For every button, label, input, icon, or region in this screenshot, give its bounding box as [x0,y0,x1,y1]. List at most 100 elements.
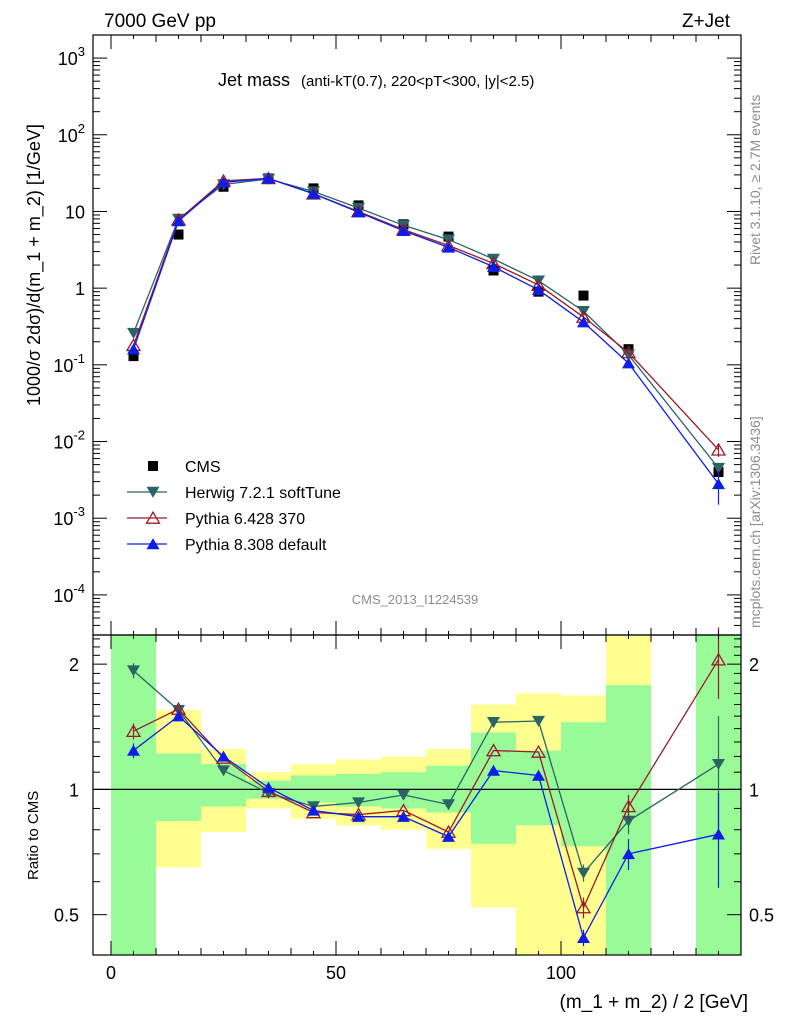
main-point-herwig1 [532,275,545,287]
main-point-cms0 [623,344,634,355]
main-point-pythia3 [442,241,455,253]
main-y-tick-label: 10 [65,202,85,222]
main-point-pythia3 [712,478,725,490]
main-y-tick-label-exponent: -2 [73,428,85,443]
chart-title-main: Jet mass [218,70,290,90]
ratio-point-pythia1 [575,900,592,914]
main-y-tick-label-exponent: 2 [78,121,85,136]
ratio-point-pythia2 [487,764,500,776]
ratio-point-pythia2 [532,769,545,781]
main-y-tick-label-base: 10 [53,356,73,376]
ratio-point-pythia1 [485,743,502,757]
main-line-herwig1 [132,178,720,469]
main-line-pythia3 [132,177,720,485]
x-tick-label: 0 [106,963,116,983]
main-y-tick-label-exponent: -4 [73,581,85,596]
legend-marker [146,538,160,550]
x-axis-label: (m_1 + m_2) / 2 [GeV] [560,992,749,1013]
ratio-point-herwig0 [577,867,590,879]
ratio-panel-series [93,627,741,947]
ratio-point-pythia2 [307,804,320,816]
main-point-pythia3 [622,357,635,369]
main-y-tick-label-base: 10 [53,509,73,529]
ratio-y-tick-label-left: 2 [69,655,79,675]
legend-marker [148,461,158,471]
main-point-cms0 [173,229,184,240]
main-y-tick-label-base: 10 [58,49,78,69]
main-line-pythia2 [132,177,719,451]
header-right-label: Z+Jet [682,11,731,32]
ratio-y-tick-label-right: 1 [749,780,759,800]
main-point-herwig1 [712,462,725,474]
x-tick-label: 50 [326,963,346,983]
main-point-pythia3 [532,284,545,296]
ratio-point-pythia1 [530,744,547,758]
ratio-point-pythia1 [125,724,142,738]
main-y-tick-label: 10-1 [53,351,85,376]
ratio-point-herwig0 [397,789,410,801]
legend-label: Pythia 6.428 370 [185,511,305,528]
main-y-tick-label-base: 10 [53,433,73,453]
main-point-pythia3 [352,206,365,218]
main-y-tick-label-base: 10 [58,126,78,146]
ratio-y-tick-label-left: 0.5 [54,906,79,926]
legend-label: Herwig 7.2.1 softTune [185,485,341,502]
main-y-tick-label: 10-2 [53,428,85,453]
main-y-tick-label-base: 10 [53,586,73,606]
legend-label: CMS [185,459,221,476]
ratio-band-green-1 [156,753,201,821]
main-point-pythia3 [127,343,140,355]
ratio-band-green-10 [561,722,606,847]
ratio-frame [92,634,742,956]
main-y-tick-label: 102 [58,121,85,146]
main-point-pythia3 [172,215,185,227]
ratio-y-tick-label-left: 1 [69,780,79,800]
main-point-pythia3 [577,316,590,328]
ratio-point-pythia2 [622,848,635,860]
ratio-point-herwig0 [217,765,230,777]
main-y-tick-label: 1 [75,279,85,299]
header-left-label: 7000 GeV pp [104,11,216,32]
legend-marker [146,486,160,498]
ratio-point-herwig0 [712,758,725,771]
main-y-tick-label: 10-3 [53,504,85,529]
main-y-axis-label: 1000/σ 2dσ)/d(m_1 + m_2) [1/GeV] [24,124,45,406]
main-y-tick-label: 103 [58,44,85,69]
ratio-point-pythia2 [397,810,410,822]
ratio-point-pythia2 [127,744,140,756]
main-y-tick-label-exponent: 3 [78,44,85,59]
ratio-point-herwig0 [487,717,500,729]
legend-marker [145,510,161,524]
main-point-cms0 [578,290,589,301]
main-panel-series [125,171,727,505]
ratio-point-pythia2 [262,781,275,793]
chart-title: Jet mass (anti-kT(0.7), 220<pT<300, |y|<… [218,70,534,90]
main-point-pythia2 [710,442,727,456]
ratio-point-pythia2 [217,750,230,762]
ratio-point-pythia1 [620,799,637,813]
ratio-point-pythia2 [442,830,455,842]
main-y-tick-label-exponent: -1 [73,351,85,366]
ratio-band-green-9 [516,750,561,826]
analysis-id-label: CMS_2013_I1224539 [352,592,479,607]
ratio-point-herwig0 [532,715,545,727]
main-point-herwig1 [487,253,500,265]
main-point-pythia3 [217,176,230,188]
ratio-point-herwig0 [127,665,140,677]
main-point-pythia3 [262,172,275,184]
ratio-point-pythia2 [712,828,725,840]
ratio-uncertainty-bands [111,635,741,955]
ratio-point-herwig0 [352,797,365,809]
main-point-pythia3 [397,224,410,236]
ratio-band-green-8 [471,732,516,844]
main-y-tick-label-exponent: -3 [73,504,85,519]
ratio-y-tick-label-right: 0.5 [749,906,774,926]
chart-title-detail: (anti-kT(0.7), 220<pT<300, |y|<2.5) [301,73,534,90]
ratio-point-pythia2 [172,710,185,722]
legend: CMS Herwig 7.2.1 softTune Pythia 6.428 370… [127,459,341,554]
ratio-point-pythia1 [710,652,727,666]
main-point-pythia3 [307,187,320,199]
main-y-tick-label: 10-4 [53,581,85,606]
